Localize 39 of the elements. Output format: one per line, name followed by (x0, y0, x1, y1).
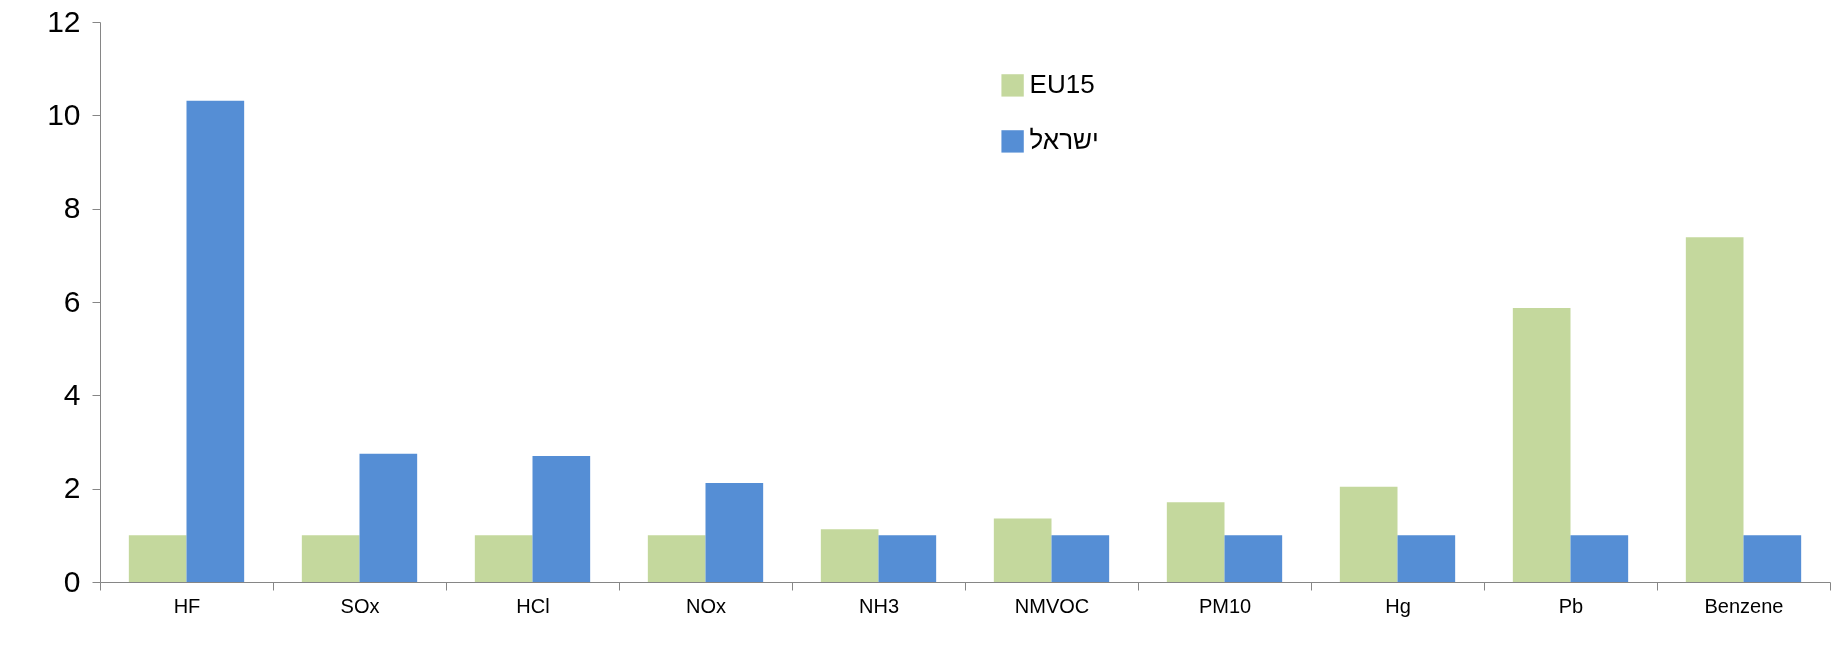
x-tick-label: Benzene (1704, 594, 1784, 617)
x-tick-label: SOx (340, 594, 380, 617)
bar (359, 453, 418, 582)
x-tick-label: HCl (516, 594, 550, 617)
bar (878, 535, 937, 582)
bar (1397, 535, 1456, 582)
bar (1512, 308, 1571, 582)
y-tick-label: 0 (63, 564, 81, 598)
bar (647, 535, 706, 582)
bar (1743, 535, 1802, 582)
y-tick-label: 2 (63, 471, 81, 505)
bar (1224, 535, 1283, 582)
y-tick-label: 4 (63, 377, 81, 411)
bar (301, 535, 360, 582)
bar (1570, 535, 1629, 582)
x-tick-label: PM10 (1198, 594, 1252, 617)
x-tick-label: HF (173, 594, 201, 617)
x-tick-label: Hg (1385, 594, 1411, 617)
bar (1339, 486, 1398, 582)
x-tick-label: Pb (1558, 594, 1584, 617)
bar (186, 100, 245, 582)
bar (820, 529, 879, 582)
bar (128, 535, 187, 582)
bar (993, 518, 1052, 582)
bar (1685, 237, 1744, 582)
legend-label: EU15 (1029, 69, 1095, 100)
bar (474, 535, 533, 582)
bar (1051, 535, 1110, 582)
x-tick-label: NMVOC (1014, 594, 1090, 617)
x-tick-label: NH3 (858, 594, 900, 617)
legend-label: ישראל (1029, 125, 1099, 156)
y-tick-label: 8 (63, 191, 81, 225)
bar (1166, 502, 1225, 582)
y-tick-label: 6 (63, 284, 81, 318)
y-tick-label: 10 (47, 97, 81, 131)
bar (705, 483, 764, 582)
x-tick-label: NOx (686, 594, 726, 617)
bar (532, 456, 591, 582)
y-tick-label: 12 (47, 4, 81, 38)
